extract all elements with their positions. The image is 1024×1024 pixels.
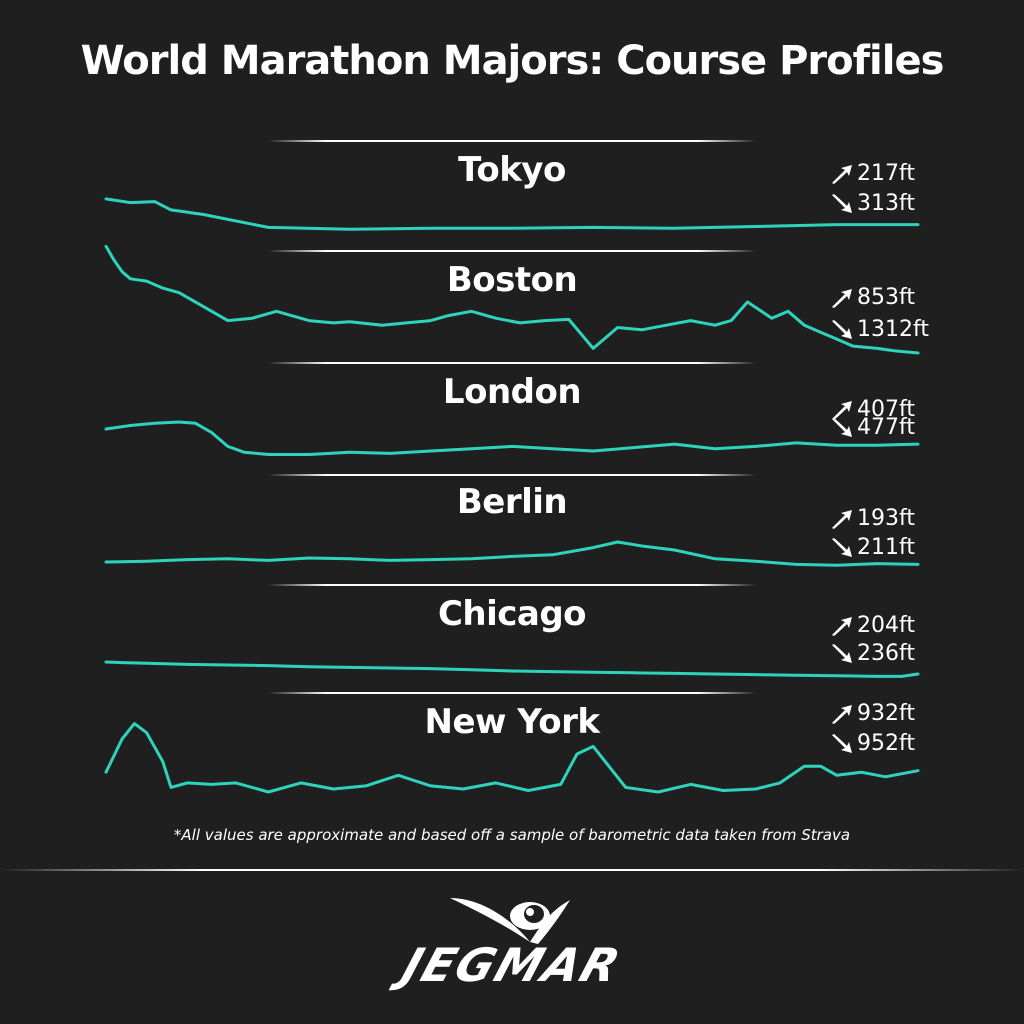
footer-divider (0, 869, 1024, 871)
brand-wordmark: JEGMAR (353, 938, 671, 992)
elevation-line (106, 724, 918, 792)
brand-logo: JEGMAR (362, 890, 662, 990)
footnote: *All values are approximate and based of… (0, 826, 1024, 844)
